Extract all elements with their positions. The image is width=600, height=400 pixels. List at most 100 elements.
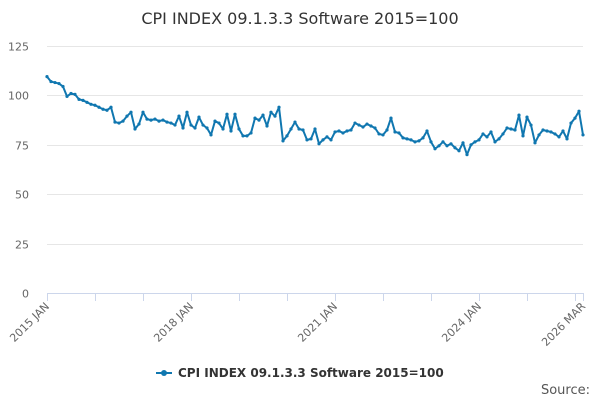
data-point[interactable] bbox=[117, 121, 121, 125]
data-point[interactable] bbox=[173, 123, 177, 127]
data-point[interactable] bbox=[321, 138, 325, 142]
data-point[interactable] bbox=[105, 108, 109, 112]
data-point[interactable] bbox=[533, 141, 537, 145]
data-point[interactable] bbox=[257, 118, 261, 122]
data-point[interactable] bbox=[381, 133, 385, 137]
data-point[interactable] bbox=[437, 144, 441, 148]
data-point[interactable] bbox=[305, 138, 309, 142]
data-point[interactable] bbox=[237, 127, 241, 131]
data-point[interactable] bbox=[509, 127, 513, 131]
data-point[interactable] bbox=[429, 140, 433, 144]
data-point[interactable] bbox=[365, 122, 369, 126]
data-point[interactable] bbox=[373, 126, 377, 130]
data-point[interactable] bbox=[385, 128, 389, 132]
data-point[interactable] bbox=[537, 133, 541, 137]
data-point[interactable] bbox=[573, 116, 577, 120]
data-point[interactable] bbox=[397, 131, 401, 135]
data-point[interactable] bbox=[369, 124, 373, 128]
data-point[interactable] bbox=[517, 113, 521, 117]
data-point[interactable] bbox=[581, 133, 585, 137]
data-point[interactable] bbox=[361, 125, 365, 129]
data-point[interactable] bbox=[77, 97, 81, 101]
data-point[interactable] bbox=[165, 120, 169, 124]
data-point[interactable] bbox=[569, 121, 573, 125]
data-point[interactable] bbox=[465, 153, 469, 157]
data-point[interactable] bbox=[169, 121, 173, 125]
data-point[interactable] bbox=[153, 117, 157, 121]
data-point[interactable] bbox=[65, 94, 69, 98]
data-point[interactable] bbox=[449, 142, 453, 146]
data-point[interactable] bbox=[125, 114, 129, 118]
data-point[interactable] bbox=[285, 134, 289, 138]
data-point[interactable] bbox=[269, 110, 273, 114]
data-point[interactable] bbox=[433, 147, 437, 151]
data-point[interactable] bbox=[233, 112, 237, 116]
data-point[interactable] bbox=[213, 119, 217, 123]
data-point[interactable] bbox=[149, 118, 153, 122]
data-point[interactable] bbox=[273, 114, 277, 118]
data-point[interactable] bbox=[561, 129, 565, 133]
data-point[interactable] bbox=[505, 126, 509, 130]
data-point[interactable] bbox=[45, 75, 49, 79]
data-point[interactable] bbox=[109, 105, 113, 109]
data-point[interactable] bbox=[205, 126, 209, 130]
data-point[interactable] bbox=[325, 135, 329, 139]
data-point[interactable] bbox=[297, 127, 301, 131]
data-point[interactable] bbox=[89, 102, 93, 106]
data-point[interactable] bbox=[281, 139, 285, 143]
data-point[interactable] bbox=[541, 128, 545, 132]
data-point[interactable] bbox=[393, 130, 397, 134]
data-point[interactable] bbox=[329, 138, 333, 142]
data-point[interactable] bbox=[53, 80, 57, 85]
data-point[interactable] bbox=[133, 127, 137, 131]
data-point[interactable] bbox=[85, 100, 89, 104]
data-point[interactable] bbox=[313, 127, 317, 131]
data-point[interactable] bbox=[529, 123, 533, 127]
data-point[interactable] bbox=[265, 124, 269, 128]
data-point[interactable] bbox=[417, 139, 421, 143]
data-point[interactable] bbox=[145, 117, 149, 121]
credits-source[interactable]: Source: bbox=[541, 383, 590, 398]
data-point[interactable] bbox=[197, 115, 201, 119]
data-point[interactable] bbox=[185, 110, 189, 114]
data-point[interactable] bbox=[333, 130, 337, 134]
data-point[interactable] bbox=[453, 146, 457, 150]
data-point[interactable] bbox=[577, 109, 581, 113]
data-point[interactable] bbox=[485, 135, 489, 139]
data-point[interactable] bbox=[317, 142, 321, 146]
data-point[interactable] bbox=[309, 137, 313, 141]
legend[interactable]: CPI INDEX 09.1.3.3 Software 2015=100 bbox=[156, 366, 444, 380]
data-point[interactable] bbox=[521, 134, 525, 138]
data-point[interactable] bbox=[293, 120, 297, 124]
data-point[interactable] bbox=[413, 140, 417, 144]
data-point[interactable] bbox=[497, 137, 501, 141]
data-point[interactable] bbox=[421, 136, 425, 140]
data-point[interactable] bbox=[277, 105, 281, 109]
data-point[interactable] bbox=[477, 138, 481, 142]
data-point[interactable] bbox=[241, 134, 245, 138]
data-point[interactable] bbox=[461, 141, 465, 145]
data-point[interactable] bbox=[345, 129, 349, 133]
data-point[interactable] bbox=[401, 136, 405, 140]
data-point[interactable] bbox=[249, 131, 253, 135]
data-point[interactable] bbox=[493, 140, 497, 144]
data-point[interactable] bbox=[113, 120, 117, 124]
data-point[interactable] bbox=[209, 133, 213, 137]
data-point[interactable] bbox=[81, 98, 85, 102]
data-point[interactable] bbox=[549, 130, 553, 134]
data-point[interactable] bbox=[337, 129, 341, 133]
data-point[interactable] bbox=[545, 129, 549, 133]
data-point[interactable] bbox=[201, 123, 205, 127]
data-point[interactable] bbox=[553, 132, 557, 136]
data-point[interactable] bbox=[97, 105, 101, 109]
data-point[interactable] bbox=[341, 131, 345, 135]
data-point[interactable] bbox=[193, 126, 197, 130]
data-point[interactable] bbox=[161, 118, 165, 122]
data-point[interactable] bbox=[349, 128, 353, 132]
data-point[interactable] bbox=[301, 128, 305, 132]
data-point[interactable] bbox=[473, 140, 477, 144]
data-point[interactable] bbox=[129, 110, 133, 114]
data-point[interactable] bbox=[481, 132, 485, 136]
data-point[interactable] bbox=[441, 140, 445, 144]
data-point[interactable] bbox=[425, 129, 429, 133]
